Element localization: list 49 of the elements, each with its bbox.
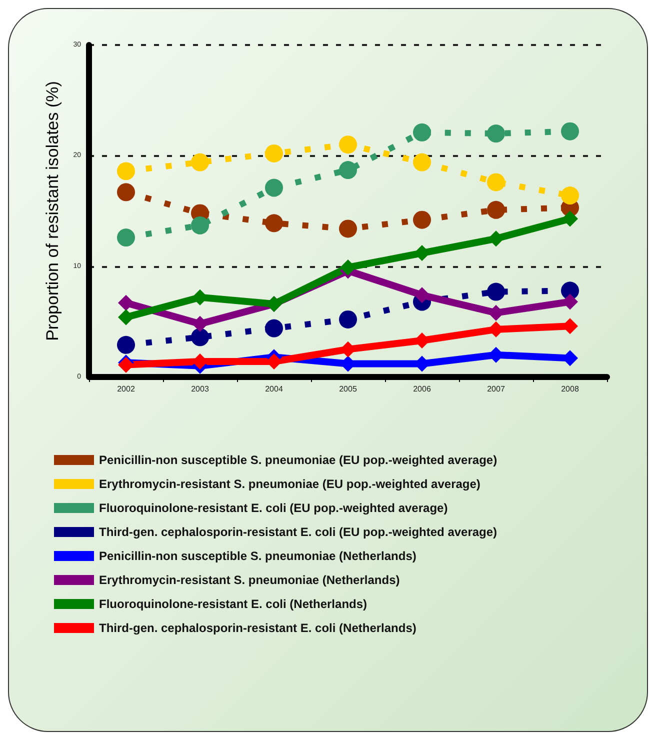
point [192,354,208,370]
point [118,309,134,326]
point [340,259,356,276]
x-tick-label: 2002 [117,384,136,394]
point [118,294,134,311]
point [487,173,505,192]
point [562,210,578,227]
legend-label: Third-gen. cephalosporin-resistant E. coli (Netherlands) [99,621,416,635]
legend-label: Fluoroquinolone-resistant E. coli (EU pop.-weighted average) [99,501,448,515]
point [488,230,504,247]
point [265,319,283,338]
point [265,144,283,162]
point [339,161,357,180]
x-tick-label: 2004 [265,384,284,394]
point [561,186,579,204]
x-tick-label: 2007 [487,384,506,394]
point [487,282,505,301]
point [117,162,135,180]
point [117,336,135,354]
point [413,153,431,172]
point [487,124,505,143]
point [265,178,283,197]
point [487,200,505,219]
x-tick-label: 2006 [413,384,432,394]
legend-label: Penicillin-non susceptible S. pneumoniae (Netherlands) [99,549,416,563]
point [339,220,357,238]
x-tick-label: 2003 [191,384,210,394]
legend-label: Third-gen. cephalosporin-resistant E. coli (EU pop.-weighted average) [99,525,498,539]
legend-label: Fluoroquinolone-resistant E. coli (Netherlands) [99,597,368,611]
point [339,310,357,328]
point [191,153,209,172]
x-tick-label: 2008 [561,384,580,394]
point [265,214,283,232]
point [414,287,430,304]
x-tick-label: 2005 [339,384,358,394]
legend-label: Penicillin-non susceptible S. pneumoniae (EU pop.-weighted average) [99,453,498,467]
legend-label: Erythromycin-resistant S. pneumoniae (Netherlands) [99,573,400,587]
point [339,136,357,154]
y-axis-title: Proportion of resistant isolates (%) [43,81,62,341]
point [117,228,135,247]
point [117,183,135,202]
point [413,123,431,142]
point [413,210,431,229]
point [191,328,209,346]
point [561,122,579,140]
point [266,354,282,370]
legend-label: Erythromycin-resistant S. pneumoniae (EU pop.-weighted average) [99,477,480,491]
point [191,216,209,234]
point [192,316,208,332]
